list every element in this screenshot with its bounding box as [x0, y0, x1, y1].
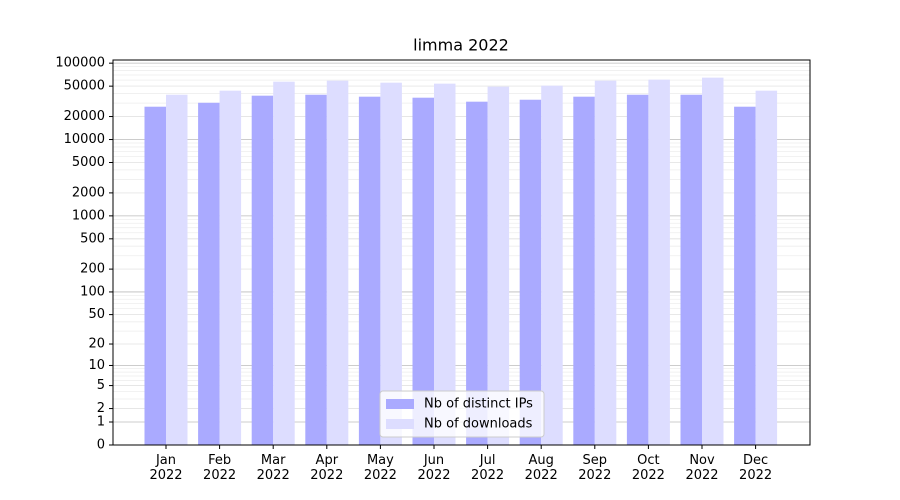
plot-frame	[112, 59, 811, 446]
bar	[198, 102, 220, 445]
x-tick-label: May 2022	[363, 453, 397, 483]
bar	[680, 94, 702, 445]
x-tick-label: Feb 2022	[203, 453, 237, 483]
y-tick-label: 2000	[72, 185, 105, 200]
bar	[519, 99, 542, 445]
y-tick-label: 2	[97, 401, 105, 416]
bar	[487, 86, 510, 445]
x-tick-label: Dec 2022	[739, 453, 773, 483]
chart-title: limma 2022	[413, 36, 509, 55]
x-tick-label: Jun 2022	[417, 453, 451, 483]
x-tick-label: Nov 2022	[685, 453, 719, 483]
y-tick-label: 5000	[72, 155, 105, 170]
x-tick-label: Aug 2022	[524, 453, 558, 483]
x-tick-label: Jan 2022	[149, 453, 183, 483]
y-tick-label: 10	[88, 358, 105, 373]
y-tick-label: 100	[80, 284, 105, 299]
y-tick-label: 0	[97, 438, 105, 453]
y-tick-label: 20	[88, 337, 105, 352]
bar	[326, 80, 349, 446]
x-tick-label: Mar 2022	[256, 453, 290, 483]
bar	[434, 83, 456, 446]
bar	[358, 96, 381, 445]
y-tick-label: 200	[80, 262, 105, 277]
bar	[144, 106, 166, 446]
bar	[541, 85, 563, 445]
bar	[412, 97, 434, 445]
bar	[273, 81, 295, 446]
legend-box	[379, 390, 545, 438]
legend-swatch	[386, 399, 414, 409]
bar	[573, 96, 595, 445]
bar	[755, 90, 778, 445]
legend-label: Nb of distinct IPs	[424, 397, 533, 412]
bar	[305, 94, 327, 445]
bar	[626, 94, 649, 445]
legend-swatch	[386, 419, 414, 429]
bar	[594, 80, 617, 446]
y-tick-label: 50	[88, 307, 105, 322]
legend-label: Nb of downloads	[424, 417, 533, 432]
bar	[166, 94, 188, 445]
y-tick-label: 500	[80, 231, 105, 246]
bar	[380, 82, 402, 445]
bar	[648, 79, 670, 446]
bar	[251, 95, 274, 446]
x-tick-label: Sep 2022	[578, 453, 612, 483]
bar	[734, 106, 756, 446]
bar	[702, 77, 724, 446]
y-tick-label: 1	[97, 415, 105, 430]
y-tick-label: 20000	[64, 109, 105, 124]
bar	[219, 90, 242, 445]
y-tick-label: 1000	[72, 208, 105, 223]
x-tick-label: Oct 2022	[631, 453, 665, 483]
y-tick-label: 50000	[64, 79, 105, 94]
bar	[466, 101, 488, 445]
y-tick-label: 10000	[64, 132, 105, 147]
y-tick-label: 5	[97, 378, 105, 393]
x-tick-label: Apr 2022	[310, 453, 344, 483]
x-tick-label: Jul 2022	[471, 453, 505, 483]
y-tick-label: 100000	[55, 56, 105, 71]
legend: Nb of distinct IPs Nb of downloads	[379, 390, 545, 438]
